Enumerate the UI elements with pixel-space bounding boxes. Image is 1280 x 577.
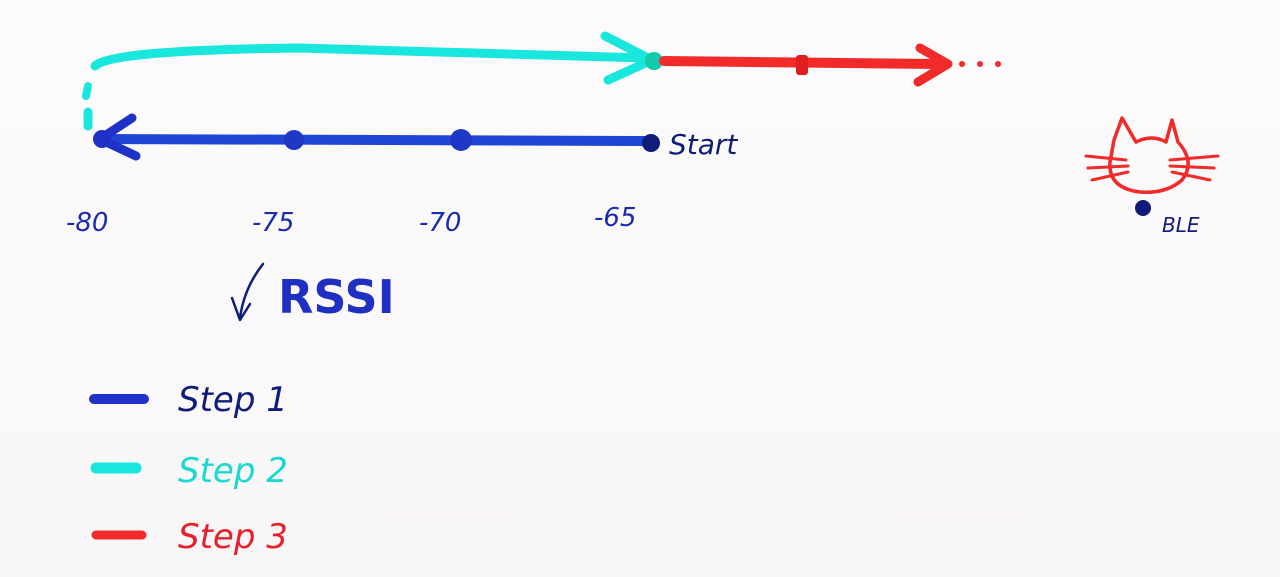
step1-line [95, 134, 655, 146]
legend-label-step2: Step 2 [178, 451, 288, 491]
step3-arrowhead [913, 43, 953, 87]
tick-label-65: -65 [594, 203, 636, 233]
ble-label: BLE [1162, 213, 1200, 237]
step3-dot-2 [977, 61, 983, 67]
step3-dot-3 [995, 61, 1001, 67]
tick-label-70: -70 [419, 208, 461, 238]
rssi-title: RSSI [278, 270, 395, 324]
cat-head [1108, 116, 1190, 194]
step2-line [90, 43, 650, 71]
step1-dot-75 [284, 130, 304, 150]
tick-label-75: -75 [252, 208, 294, 238]
cat-whiskers-right [1168, 154, 1220, 182]
cat-icon [1084, 116, 1220, 194]
legend: Step 1 Step 2 Step 3 [89, 380, 288, 557]
step2-path [82, 31, 663, 131]
start-label: Start [669, 128, 738, 161]
step1-dot-70 [450, 129, 472, 151]
step3-path [659, 43, 1001, 87]
step1-path [93, 113, 660, 161]
start-dot [642, 134, 660, 152]
step3-mark [796, 55, 808, 75]
ble-dot [1135, 200, 1151, 216]
step3-dot-1 [959, 61, 965, 67]
legend-label-step3: Step 3 [178, 517, 288, 557]
legend-label-step1: Step 1 [178, 380, 288, 420]
rssi-tick-labels: -80 -75 -70 -65 [66, 203, 636, 238]
cat-whiskers-left [1084, 154, 1130, 182]
tick-label-80: -80 [66, 208, 108, 238]
step2-end-dot [645, 52, 663, 70]
step1-dot-80 [93, 130, 111, 148]
step2-stub-top [82, 82, 92, 100]
rssi-down-arrow-icon [230, 262, 265, 322]
